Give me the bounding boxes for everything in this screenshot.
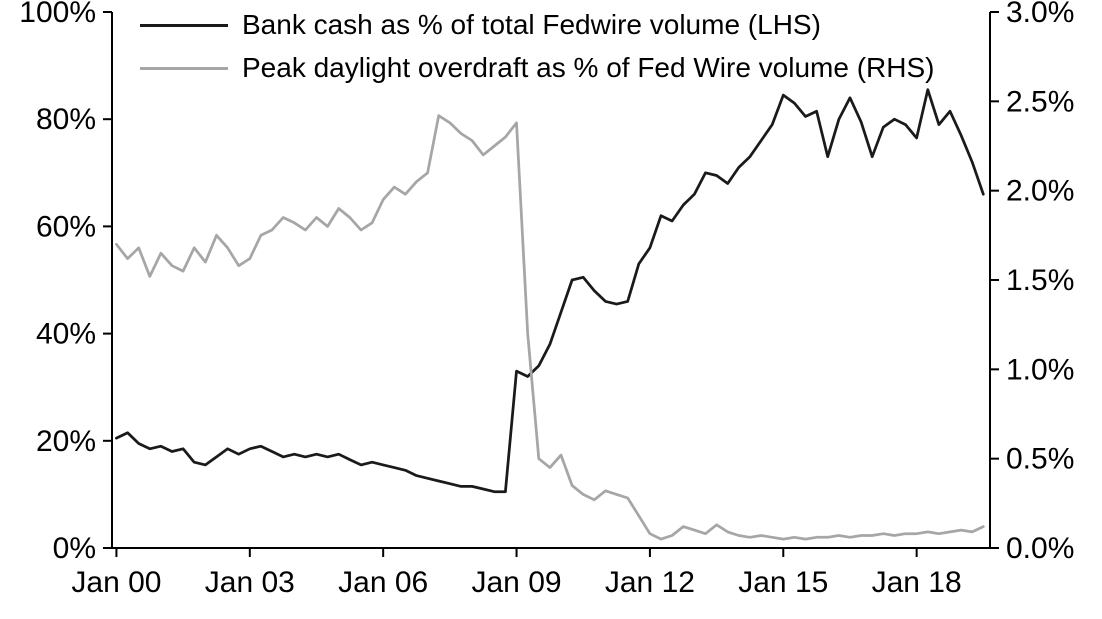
series-line-0 — [115, 88, 985, 494]
y-left-tick-label: 0% — [53, 532, 96, 565]
y-right-tick-label: 1.5% — [1006, 264, 1074, 297]
legend-item-bank-cash: Bank cash as % of total Fedwire volume (… — [140, 8, 934, 42]
x-tick-label: Jan 18 — [872, 566, 962, 599]
y-right-tick-label: 0.0% — [1006, 532, 1074, 565]
x-tick-label: Jan 00 — [71, 566, 161, 599]
chart-legend: Bank cash as % of total Fedwire volume (… — [140, 8, 934, 85]
y-left-tick-label: 20% — [36, 425, 96, 458]
series-line-1 — [115, 114, 985, 541]
legend-line-swatch-overdraft — [140, 66, 228, 70]
y-right-tick-label: 1.0% — [1006, 353, 1074, 386]
y-left-tick-label: 60% — [36, 210, 96, 243]
y-right-tick-label: 3.0% — [1006, 0, 1074, 29]
y-left-tick-label: 100% — [19, 0, 96, 29]
x-tick-label: Jan 03 — [205, 566, 295, 599]
y-right-tick-label: 0.5% — [1006, 443, 1074, 476]
y-right-tick-label: 2.5% — [1006, 85, 1074, 118]
y-left-tick-label: 40% — [36, 318, 96, 351]
legend-label-overdraft: Peak daylight overdraft as % of Fed Wire… — [242, 52, 935, 83]
legend-item-overdraft: Peak daylight overdraft as % of Fed Wire… — [140, 51, 934, 85]
x-tick-label: Jan 15 — [738, 566, 828, 599]
y-left-tick-label: 80% — [36, 103, 96, 136]
x-tick-label: Jan 09 — [472, 566, 562, 599]
legend-line-swatch-bank-cash — [140, 23, 228, 27]
x-tick-label: Jan 06 — [338, 566, 428, 599]
legend-label-bank-cash: Bank cash as % of total Fedwire volume (… — [242, 9, 821, 40]
y-right-tick-label: 2.0% — [1006, 175, 1074, 208]
x-tick-label: Jan 12 — [605, 566, 695, 599]
